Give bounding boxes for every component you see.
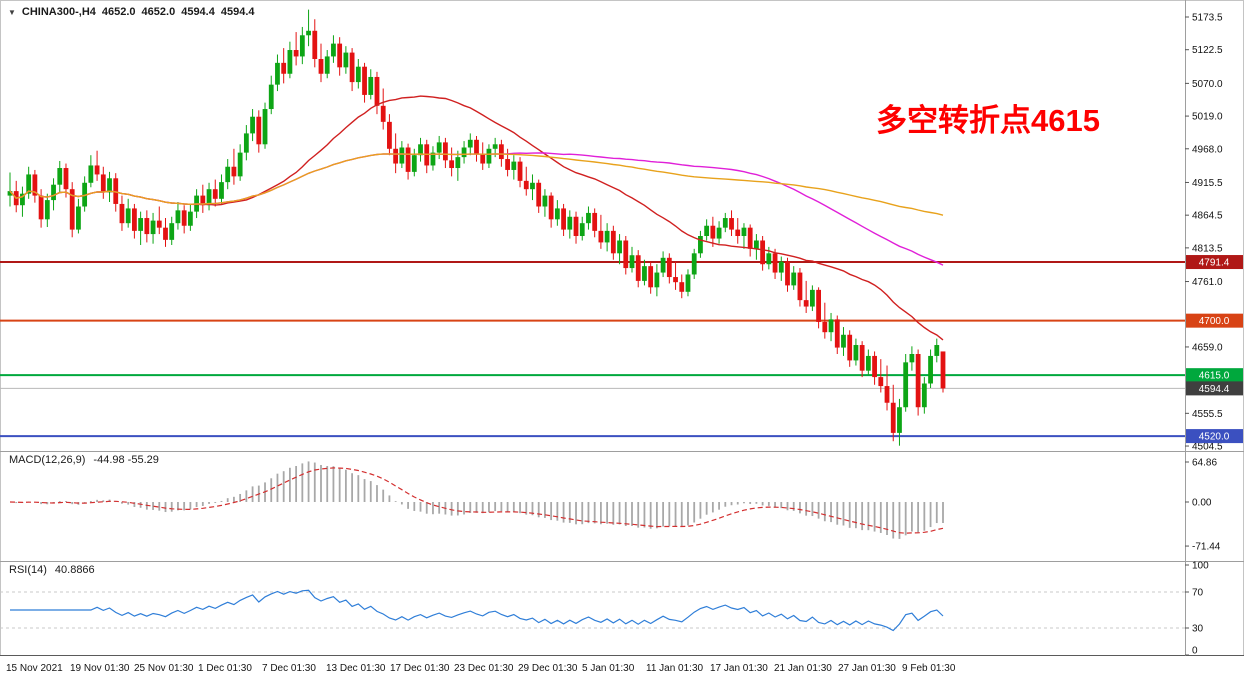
macd-scale-label: 0.00 — [1192, 498, 1212, 509]
time-axis-label: 23 Dec 01:30 — [454, 663, 514, 674]
rsi-value: 40.8866 — [54, 564, 95, 576]
rsi-scale-label: 30 — [1192, 624, 1204, 635]
macd-values: -44.98 -55.29 — [93, 454, 159, 466]
price-scale-label: 4968.0 — [1192, 144, 1223, 155]
time-axis-label: 11 Jan 01:30 — [646, 663, 704, 674]
time-axis-label: 5 Jan 01:30 — [582, 663, 635, 674]
horizontal-price-lines[interactable] — [0, 261, 1185, 438]
price-scale-label: 4555.5 — [1192, 409, 1223, 420]
time-axis-label: 21 Jan 01:30 — [774, 663, 832, 674]
price-tag[interactable]: 4700.0 — [1186, 313, 1243, 328]
macd-indicator-name: MACD(12,26,9) — [9, 454, 86, 466]
annotation-text: 多空转折点4615 — [876, 103, 1100, 138]
chart-header: ▼ CHINA300-,H4 4652.0 4652.0 4594.4 4594… — [8, 6, 255, 18]
time-axis-label: 17 Jan 01:30 — [710, 663, 768, 674]
macd-histogram — [15, 461, 944, 539]
svg-text:4791.4: 4791.4 — [1199, 258, 1230, 269]
candlestick-series — [7, 9, 946, 446]
price-tag[interactable]: 4791.4 — [1186, 255, 1243, 270]
rsi-label: RSI(14) 40.8866 — [9, 564, 95, 576]
rsi-indicator-name: RSI(14) — [9, 564, 47, 576]
rsi-scale-label: 0 — [1192, 646, 1198, 657]
price-tag[interactable]: 4615.0 — [1186, 368, 1243, 383]
time-axis-label: 27 Jan 01:30 — [838, 663, 896, 674]
time-axis[interactable]: 15 Nov 2021 19 Nov 01:30 25 Nov 01:30 1 Dec… — [0, 656, 1244, 688]
time-axis-label: 29 Dec 01:30 — [518, 663, 578, 674]
time-axis-label: 25 Nov 01:30 — [134, 663, 194, 674]
time-axis-label: 15 Nov 2021 — [6, 663, 63, 674]
price-scale-label: 4659.0 — [1192, 342, 1223, 353]
price-scale-label: 4504.5 — [1192, 442, 1223, 453]
symbol-label: CHINA300-,H4 — [21, 6, 96, 18]
time-axis-label: 19 Nov 01:30 — [70, 663, 130, 674]
svg-text:4700.0: 4700.0 — [1199, 316, 1230, 327]
svg-text:4615.0: 4615.0 — [1199, 371, 1230, 382]
svg-text:4594.4: 4594.4 — [1199, 384, 1230, 395]
time-axis-label: 13 Dec 01:30 — [326, 663, 386, 674]
price-scale-label: 5019.0 — [1192, 112, 1223, 123]
rsi-scale-label: 100 — [1192, 561, 1209, 572]
price-scale-label: 4813.5 — [1192, 243, 1223, 254]
ohlc-open: 4652.0 — [101, 6, 136, 18]
ma-fast-red-line — [9, 95, 944, 341]
price-scale-label: 5173.5 — [1192, 13, 1223, 24]
price-scale-label: 4761.0 — [1192, 277, 1223, 288]
macd-signal-line — [9, 467, 944, 534]
price-scale-label: 4915.5 — [1192, 178, 1223, 189]
ma-slow-orange-line — [9, 153, 944, 216]
collapse-arrow-icon[interactable]: ▼ — [8, 8, 16, 17]
ohlc-close: 4594.4 — [220, 6, 255, 18]
price-scale-label: 5122.5 — [1192, 45, 1223, 56]
price-tag[interactable]: 4520.0 — [1186, 429, 1243, 444]
time-axis-label: 1 Dec 01:30 — [198, 663, 252, 674]
ohlc-low: 4594.4 — [181, 6, 215, 18]
price-scale[interactable]: 5173.5 5122.5 5070.0 5019.0 4968.0 4915.5 4864… — [1185, 13, 1243, 453]
price-scale-label: 4864.5 — [1192, 211, 1223, 222]
ohlc-high: 4652.0 — [141, 6, 176, 18]
macd-scale-label: 64.86 — [1192, 458, 1217, 469]
macd-label: MACD(12,26,9) -44.98 -55.29 — [9, 454, 159, 466]
rsi-line — [10, 589, 944, 632]
rsi-scale-label: 70 — [1192, 588, 1204, 599]
price-tag[interactable]: 4594.4 — [1186, 381, 1243, 396]
macd-scale-label: -71.44 — [1192, 542, 1221, 553]
time-axis-label: 17 Dec 01:30 — [390, 663, 450, 674]
ma-mid-magenta-line — [9, 152, 944, 266]
price-scale-label: 5070.0 — [1192, 79, 1223, 90]
time-axis-label: 7 Dec 01:30 — [262, 663, 316, 674]
svg-text:4520.0: 4520.0 — [1199, 432, 1230, 443]
time-axis-label: 9 Feb 01:30 — [902, 663, 956, 674]
